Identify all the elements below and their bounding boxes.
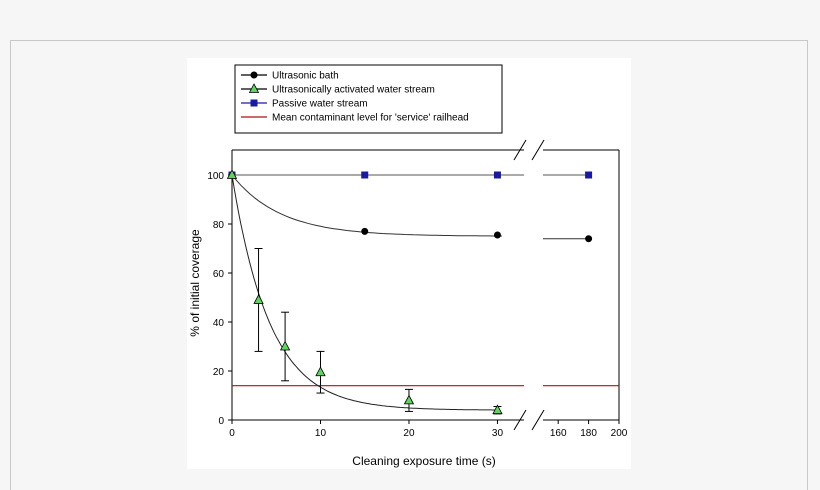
legend-label: Ultrasonic bath <box>272 71 339 82</box>
activated-stream-curve <box>231 174 498 411</box>
passive-stream-point <box>585 171 593 179</box>
legend-box <box>234 64 503 134</box>
activated-stream-point <box>226 169 238 179</box>
axes: 0 20 40 60 80 100 0 10 20 30 160 180 200 <box>207 139 628 439</box>
y-tick-label: 20 <box>213 367 225 378</box>
legend-marker-square <box>250 99 258 107</box>
ultrasonic-bath-point <box>361 227 369 235</box>
x-tick-label: 0 <box>229 428 235 439</box>
y-tick-label: 60 <box>213 269 225 280</box>
y-tick-label: 100 <box>207 171 224 182</box>
activated-stream-point <box>315 366 326 377</box>
x-tick-label: 200 <box>611 428 628 439</box>
activated-stream-point <box>403 394 415 405</box>
ultrasonic-bath-point <box>585 235 593 243</box>
x-tick-label: 160 <box>550 428 567 439</box>
plot-area <box>226 169 619 415</box>
y-tick-label: 80 <box>213 220 225 231</box>
x-tick-label: 20 <box>403 428 415 439</box>
activated-stream-point <box>279 340 291 351</box>
y-tick-label: 40 <box>213 318 225 329</box>
y-tick-label: 0 <box>218 416 224 427</box>
axis-break-mark <box>531 139 545 161</box>
activated-stream-point <box>253 294 264 304</box>
legend-marker-circle <box>250 71 258 79</box>
x-tick-label: 10 <box>315 428 327 439</box>
x-tick-label: 180 <box>580 428 597 439</box>
ultrasonic-bath-point <box>493 231 501 239</box>
legend: Ultrasonic bath Ultrasonically activated … <box>234 64 503 134</box>
ultrasonic-bath-curve <box>231 174 502 237</box>
legend-label: Mean contaminant level for 'service' rai… <box>272 113 469 124</box>
activated-stream-point <box>492 404 503 415</box>
x-tick-label: 30 <box>492 428 504 439</box>
passive-stream-point <box>361 171 369 179</box>
y-axis-label: % of initial coverage <box>188 229 202 337</box>
legend-label: Ultrasonically activated water stream <box>272 85 435 96</box>
legend-marker-triangle <box>248 83 260 93</box>
axis-break-mark <box>513 139 527 161</box>
passive-stream-point <box>493 171 501 179</box>
x-axis-label: Cleaning exposure time (s) <box>352 454 495 468</box>
legend-label: Passive water stream <box>272 99 368 110</box>
axis-break-mark <box>513 409 527 431</box>
axis-break-mark <box>531 409 545 431</box>
